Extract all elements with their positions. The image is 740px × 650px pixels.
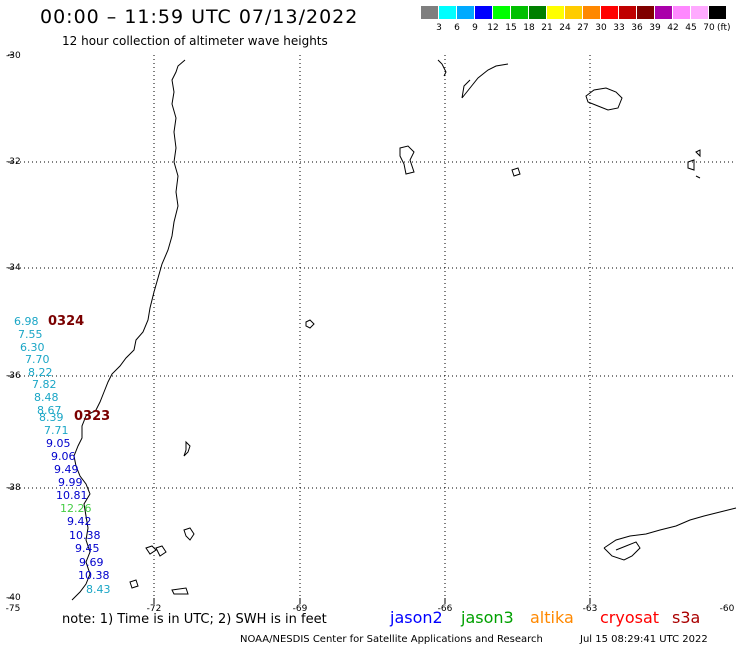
satellite-legend-s3a: s3a <box>672 608 701 627</box>
wave-height-label: 7.55 <box>18 328 43 341</box>
color-legend-tick: 21 <box>541 23 553 33</box>
graticule <box>8 55 736 600</box>
wave-height-label: 7.71 <box>44 424 69 437</box>
lat-label: -36 <box>6 371 21 381</box>
color-swatch <box>637 6 654 19</box>
color-legend-unit: (ft) <box>717 23 731 33</box>
lon-label: -60 <box>719 604 735 614</box>
lake-2 <box>511 167 521 177</box>
wave-height-label: 8.43 <box>86 583 111 596</box>
wave-height-label: 8.39 <box>39 411 64 424</box>
wave-height-label: 7.82 <box>32 378 57 391</box>
color-legend-tick: 42 <box>667 23 679 33</box>
color-swatch <box>619 6 636 19</box>
credit-line: NOAA/NESDIS Center for Satellite Applica… <box>240 634 543 645</box>
color-legend-tick: 6 <box>454 23 460 33</box>
color-legend-tick: 36 <box>631 23 643 33</box>
color-swatch <box>655 6 672 19</box>
satellite-legend-cryosat: cryosat <box>600 608 660 627</box>
argentina-coast-north <box>437 59 509 99</box>
satellite-legend-altika: altika <box>530 608 574 627</box>
lon-label: -66 <box>437 604 453 614</box>
argentina-coast-east <box>585 87 623 111</box>
lake-3 <box>687 149 701 179</box>
color-swatch <box>475 6 492 19</box>
color-legend-tick: 12 <box>487 23 499 33</box>
color-legend-tick: 15 <box>505 23 517 33</box>
island-south-b <box>129 579 139 589</box>
color-swatch <box>439 6 456 19</box>
color-swatch <box>493 6 510 19</box>
color-legend-tick: 70 <box>703 23 715 33</box>
wave-height-label: 7.70 <box>25 353 50 366</box>
wave-height-label: 10.81 <box>56 489 88 502</box>
island-san-felix <box>305 319 315 329</box>
color-swatch <box>583 6 600 19</box>
wave-height-label: 9.49 <box>54 463 79 476</box>
color-swatch <box>511 6 528 19</box>
chile-coastline <box>71 59 186 601</box>
color-legend-tick: 3 <box>436 23 442 33</box>
wave-height-label: 9.05 <box>46 437 71 450</box>
lat-label: -30 <box>6 51 21 61</box>
pass-label: 0324 <box>48 314 85 329</box>
coastline <box>71 59 737 601</box>
lon-label: -69 <box>292 604 308 614</box>
wave-height-label: 10.38 <box>78 569 110 582</box>
wave-height-label: 9.99 <box>58 476 83 489</box>
color-legend-tick: 27 <box>577 23 589 33</box>
color-legend-tick: 45 <box>685 23 697 33</box>
units-note: note: 1) Time is in UTC; 2) SWH is in fe… <box>62 612 327 627</box>
color-legend-tick: 39 <box>649 23 661 33</box>
color-legend-tick: 30 <box>595 23 607 33</box>
lat-label: -34 <box>6 263 21 273</box>
color-swatch <box>529 6 546 19</box>
lon-label: -63 <box>582 604 598 614</box>
wave-height-label: 9.42 <box>67 515 92 528</box>
page-title: 00:00 – 11:59 UTC 07/13/2022 <box>40 6 359 28</box>
lon-label: -72 <box>146 604 162 614</box>
color-swatch <box>673 6 690 19</box>
lake-1 <box>399 145 415 175</box>
patagonia-coast <box>603 507 737 561</box>
wave-height-label: 8.22 <box>28 366 53 379</box>
color-swatch <box>565 6 582 19</box>
wave-height-label: 6.98 <box>14 315 39 328</box>
wave-height-label: 9.45 <box>75 542 100 555</box>
axis-ticks <box>8 54 591 604</box>
wave-height-label: 6.30 <box>20 341 45 354</box>
color-legend-tick: 24 <box>559 23 571 33</box>
island-south-a <box>171 587 189 595</box>
island-chiloe-a <box>145 545 157 555</box>
generated-timestamp: Jul 15 08:29:41 UTC 2022 <box>580 634 708 645</box>
satellite-legend-jason2: jason2 <box>390 608 443 627</box>
color-swatch <box>691 6 708 19</box>
color-legend-tick: 9 <box>472 23 478 33</box>
wave-height-label: 12.26 <box>60 502 92 515</box>
island-mocha <box>183 440 191 457</box>
color-legend-tick: 18 <box>523 23 535 33</box>
lat-label: -38 <box>6 483 21 493</box>
pass-label: 0323 <box>74 409 111 424</box>
satellite-legend-jason3: jason3 <box>461 608 514 627</box>
wave-height-label: 9.06 <box>51 450 76 463</box>
wave-height-label: 8.67 <box>37 404 62 417</box>
color-legend-tick: 33 <box>613 23 625 33</box>
island-chiloe-b <box>155 545 167 557</box>
lat-label: -32 <box>6 157 21 167</box>
color-swatch <box>421 6 438 19</box>
page-subtitle: 12 hour collection of altimeter wave hei… <box>62 34 328 48</box>
color-swatch <box>709 6 726 19</box>
lon-label: -75 <box>5 604 21 614</box>
color-swatch <box>547 6 564 19</box>
wave-height-label: 10.38 <box>69 529 101 542</box>
wave-height-label: 8.48 <box>34 391 59 404</box>
color-swatch <box>601 6 618 19</box>
island-chiloe-c <box>183 527 195 541</box>
wave-height-label: 9.69 <box>79 556 104 569</box>
color-swatch <box>457 6 474 19</box>
lat-label: -40 <box>6 593 21 603</box>
